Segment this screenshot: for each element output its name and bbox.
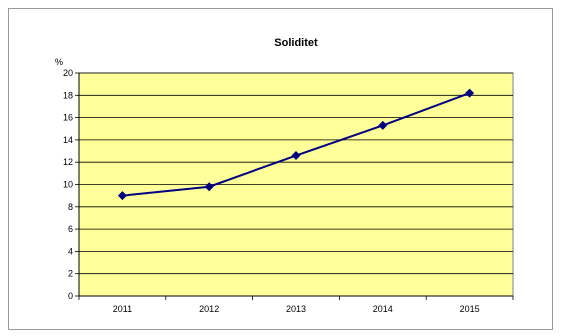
y-tick-label: 20 — [63, 68, 73, 78]
y-tick-label: 16 — [63, 113, 73, 123]
y-tick-label: 0 — [68, 291, 73, 301]
y-tick-label: 6 — [68, 224, 73, 234]
y-axis: 0 2 4 6 8 10 12 14 16 18 20 — [63, 68, 79, 301]
data-point-marker — [291, 151, 301, 161]
y-tick-label: 8 — [68, 202, 73, 212]
data-point-marker — [204, 182, 214, 192]
series — [117, 88, 475, 201]
x-tick-label: 2013 — [286, 304, 306, 314]
x-axis: 2011 2012 2013 2014 2015 — [78, 73, 514, 314]
data-point-marker — [117, 191, 127, 201]
gridlines — [79, 72, 513, 275]
y-tick-label: 4 — [68, 246, 73, 256]
y-tick-label: 2 — [68, 269, 73, 279]
x-tick-label: 2014 — [373, 304, 393, 314]
chart-area: Soliditet % 0 2 4 6 8 10 12 14 16 18 20 2011 2012 20… — [8, 8, 553, 330]
data-point-marker — [378, 120, 388, 130]
y-tick-label: 18 — [63, 90, 73, 100]
data-point-marker — [465, 88, 475, 98]
y-tick-label: 10 — [63, 180, 73, 190]
x-tick-label: 2015 — [460, 304, 480, 314]
y-tick-label: 14 — [63, 135, 73, 145]
x-tick-label: 2012 — [199, 304, 219, 314]
x-tick-label: 2011 — [113, 304, 132, 314]
y-axis-label: % — [55, 57, 63, 67]
y-tick-label: 12 — [63, 157, 73, 167]
chart-title: Soliditet — [274, 37, 318, 49]
